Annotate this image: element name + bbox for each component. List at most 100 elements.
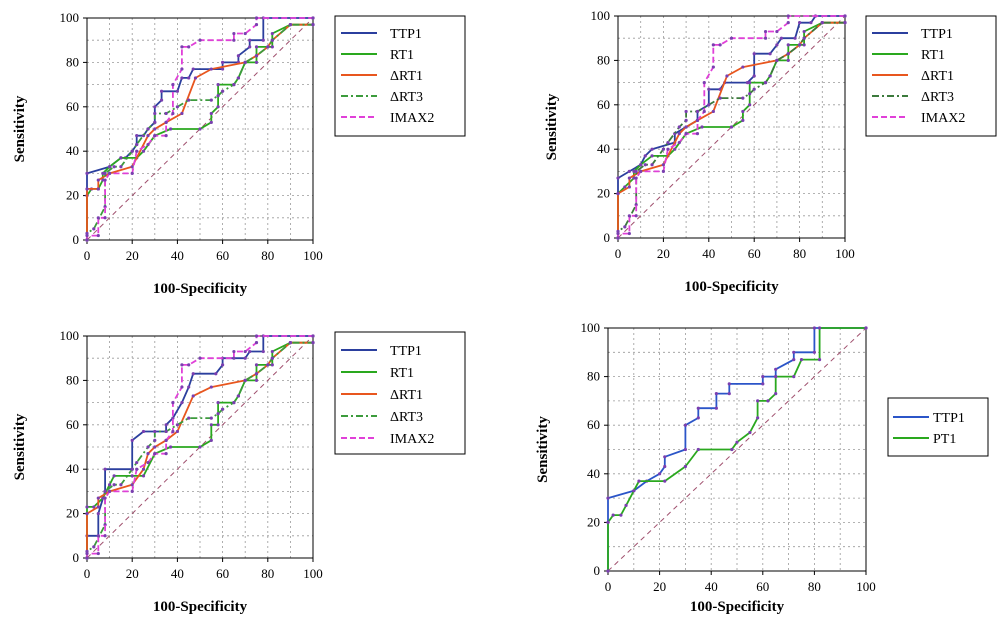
roc-panel-4: 0 20 40 60 80 100 0 20 40 60 80 100 100-Specificity S… — [535, 320, 989, 615]
data-point — [637, 479, 641, 483]
data-point — [153, 438, 157, 442]
data-point — [85, 511, 89, 516]
data-point — [85, 238, 89, 242]
data-point — [169, 127, 173, 131]
series-IMAX2 — [616, 14, 847, 240]
data-point — [248, 38, 252, 42]
data-point — [792, 357, 796, 362]
data-point — [175, 429, 179, 434]
data-point — [761, 375, 765, 379]
roc-panel-1: 0 20 40 60 80 100 0 20 40 60 80 100 100-Specificity S… — [12, 10, 466, 297]
y-axis-label: Sensitivity — [12, 413, 28, 480]
data-point — [254, 378, 259, 382]
data-point — [96, 534, 100, 538]
data-point — [232, 401, 236, 405]
data-point — [741, 65, 745, 69]
data-point — [650, 147, 654, 151]
series-PT1 — [606, 326, 868, 573]
plot-frame — [86, 17, 314, 241]
y-tick-label: 0 — [73, 232, 80, 247]
data-point — [141, 467, 146, 471]
data-point — [864, 326, 868, 330]
y-tick-label: 80 — [66, 54, 79, 69]
data-point — [92, 227, 96, 231]
data-point — [677, 125, 681, 129]
data-point — [786, 43, 790, 47]
data-point — [243, 31, 247, 36]
data-point — [85, 549, 89, 553]
data-point — [718, 43, 722, 47]
x-tick-label: 100 — [835, 246, 855, 261]
series-line — [617, 21, 845, 238]
series-line — [86, 23, 313, 240]
data-point — [209, 385, 213, 389]
data-point — [792, 375, 796, 379]
data-point — [130, 474, 134, 478]
data-point — [164, 134, 168, 138]
data-point — [153, 120, 157, 124]
data-point — [191, 67, 195, 71]
x-tick-label: 0 — [84, 566, 91, 581]
data-point — [261, 38, 265, 42]
data-point — [632, 489, 636, 493]
legend-label: IMAX2 — [390, 432, 434, 447]
data-point — [101, 496, 105, 500]
data-point — [221, 60, 225, 64]
data-point — [103, 178, 107, 182]
data-point — [684, 125, 688, 129]
data-point — [270, 38, 274, 42]
data-point — [119, 156, 123, 160]
data-point — [112, 165, 116, 169]
legend-label: RT1 — [390, 366, 414, 381]
y-axis-label: Sensitivity — [544, 93, 560, 160]
data-point — [707, 87, 711, 91]
data-point — [817, 357, 822, 362]
data-point — [774, 367, 778, 371]
data-point — [112, 474, 116, 478]
data-point — [311, 334, 315, 338]
series-line — [86, 341, 313, 558]
legend-label: IMAX2 — [390, 111, 434, 126]
data-point — [187, 45, 191, 49]
data-point — [311, 16, 315, 20]
x-tick-label: 100 — [303, 566, 323, 581]
data-point — [153, 445, 157, 449]
data-point — [236, 394, 241, 398]
data-point — [802, 43, 806, 47]
reference-diagonal — [86, 17, 314, 241]
data-point — [632, 169, 636, 173]
data-point — [756, 399, 760, 403]
data-point — [616, 229, 620, 233]
data-point — [666, 147, 670, 151]
data-point — [96, 233, 100, 238]
data-point — [135, 149, 139, 153]
series-ΔRT3 — [85, 23, 315, 242]
legend: TTP1 RT1 ΔRT1 ΔRT3 IMAX2 — [865, 15, 997, 137]
data-point — [786, 14, 790, 18]
data-point — [232, 356, 236, 360]
data-point — [798, 21, 802, 25]
data-point — [311, 23, 315, 27]
data-point — [85, 233, 89, 238]
data-point — [85, 551, 89, 556]
data-point — [711, 109, 715, 114]
data-point — [627, 214, 631, 218]
y-tick-label: 100 — [581, 320, 601, 335]
data-point — [730, 447, 734, 452]
x-tick-label: 100 — [303, 248, 323, 263]
reference-diagonal — [86, 335, 314, 559]
data-point — [191, 372, 195, 376]
data-point — [606, 496, 610, 500]
data-point — [616, 236, 620, 240]
data-point — [209, 120, 213, 124]
data-point — [180, 363, 184, 367]
plot-frame — [617, 15, 846, 239]
data-point — [243, 378, 247, 382]
data-point — [180, 45, 184, 49]
data-point — [752, 87, 756, 91]
data-point — [243, 356, 247, 360]
data-point — [714, 392, 718, 396]
data-point — [135, 460, 139, 465]
data-point — [639, 163, 643, 167]
data-point — [254, 16, 259, 20]
